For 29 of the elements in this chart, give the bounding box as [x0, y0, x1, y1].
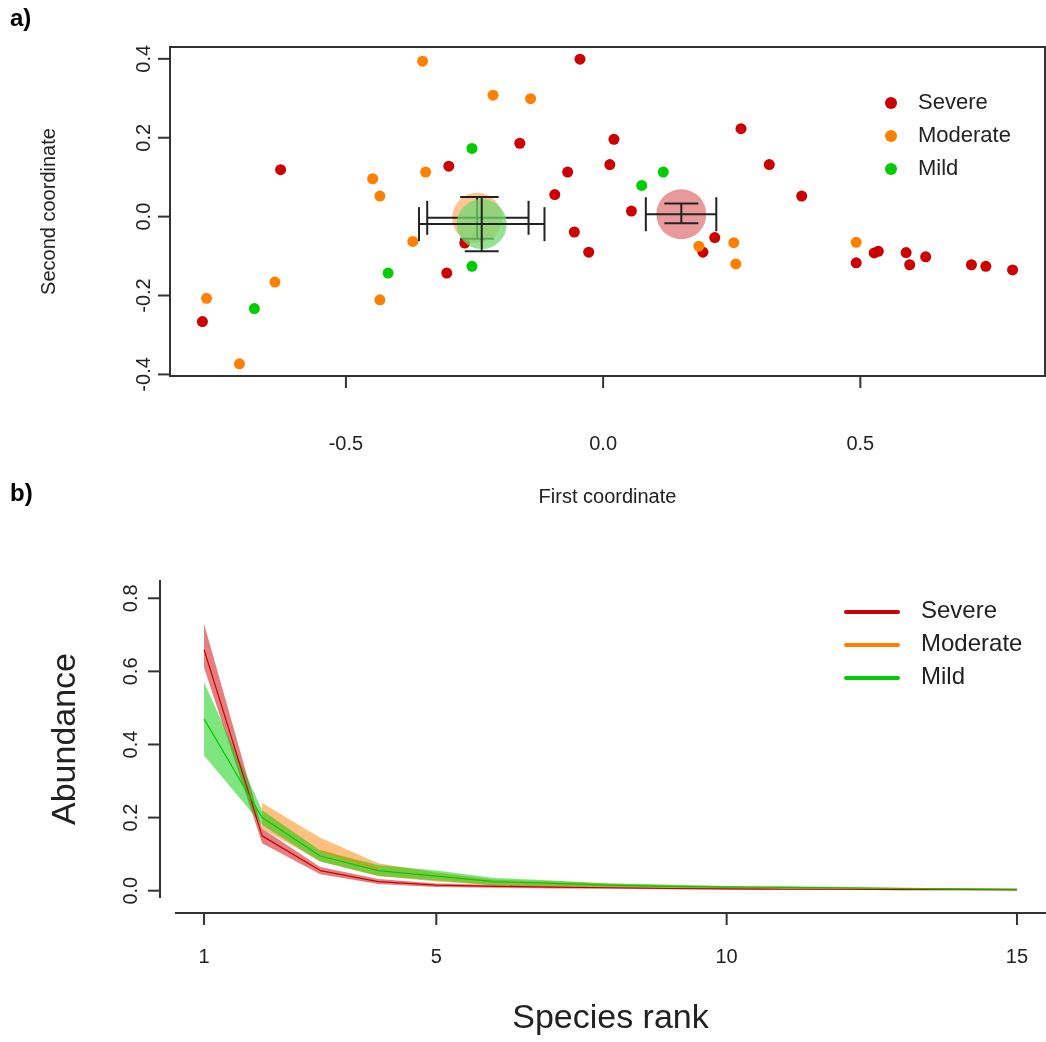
legend-label: Severe [921, 596, 998, 624]
y-tick-label: 0.6 [119, 657, 142, 686]
text: a) [10, 4, 32, 31]
x-tick-label: 1 [198, 945, 210, 968]
legend-label: Moderate [918, 121, 1011, 147]
x-tick-label: 0.5 [846, 432, 875, 455]
legend-label: Severe [918, 88, 988, 114]
y-tick-label: 0.0 [132, 202, 155, 231]
y-tick-label: 0.8 [119, 584, 142, 613]
x-axis-title: Species rank [512, 997, 710, 1035]
text: b) [10, 479, 33, 506]
x-tick-label: 15 [1005, 945, 1029, 968]
legend-label: Mild [921, 662, 966, 690]
y-axis-title: Second coordinate [37, 128, 60, 295]
y-tick-label: 0.4 [132, 44, 155, 73]
x-tick-label: 0.0 [589, 432, 618, 455]
y-tick-label: 0.4 [119, 730, 142, 759]
y-tick-label: 0.2 [119, 803, 142, 832]
y-tick-label: 0.0 [119, 876, 142, 905]
y-tick-label: -0.4 [132, 357, 155, 392]
legend-label: Mild [918, 154, 959, 180]
x-tick-label: 5 [430, 945, 442, 968]
legend-label: Moderate [921, 629, 1023, 657]
y-axis-title: Abundance [43, 652, 82, 826]
y-tick-label: 0.2 [132, 123, 155, 152]
x-axis-title: First coordinate [538, 485, 677, 507]
x-tick-label: 10 [715, 945, 738, 968]
y-tick-label: -0.2 [132, 278, 155, 313]
x-tick-label: -0.5 [328, 432, 364, 455]
